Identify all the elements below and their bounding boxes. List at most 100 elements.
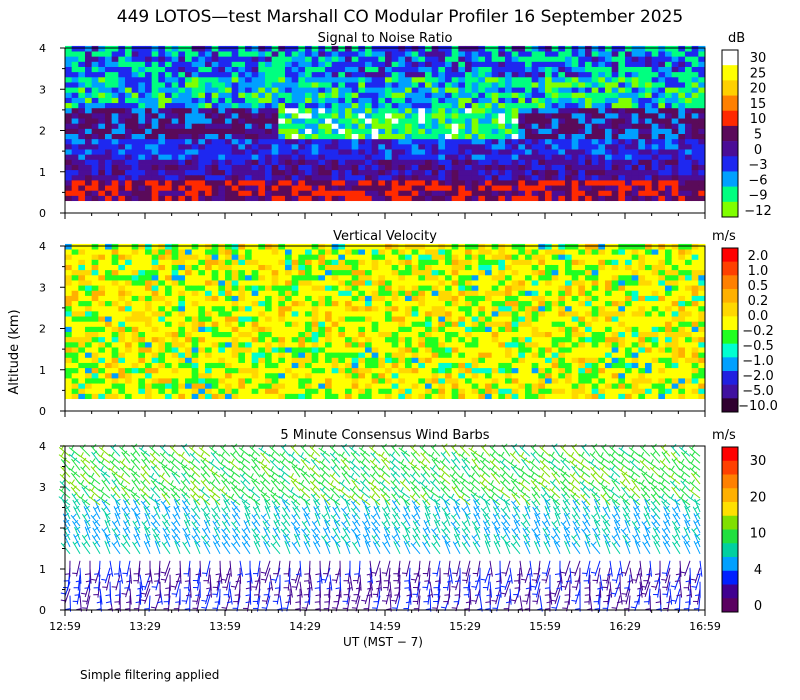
heatmap-cell [625, 118, 633, 124]
heatmap-cell [198, 295, 206, 302]
heatmap-cell [451, 169, 459, 176]
heatmap-cell [178, 118, 186, 124]
heatmap-cell [331, 87, 339, 93]
heatmap-cell [271, 316, 279, 322]
heatmap-cell [511, 310, 519, 317]
heatmap-cell [225, 259, 233, 265]
heatmap-cell [85, 259, 93, 265]
heatmap-cell [698, 102, 706, 109]
heatmap-cell [151, 269, 159, 276]
heatmap-cell [278, 102, 286, 109]
heatmap-cell [451, 174, 459, 181]
heatmap-cell [511, 51, 519, 57]
heatmap-cell [418, 71, 426, 78]
heatmap-cell [185, 300, 193, 307]
heatmap-cell [111, 82, 119, 88]
heatmap-cell [85, 367, 93, 374]
heatmap-cell [238, 66, 246, 73]
heatmap-cell [618, 143, 626, 150]
heatmap-cell [85, 190, 93, 196]
heatmap-cell [138, 76, 146, 83]
heatmap-cell [238, 149, 246, 155]
heatmap-cell [638, 185, 646, 191]
heatmap-cell [105, 269, 113, 276]
heatmap-cell [411, 352, 419, 358]
heatmap-cell [165, 102, 173, 109]
heatmap-cell [151, 102, 159, 109]
heatmap-cell [598, 45, 606, 52]
heatmap-cell [211, 393, 219, 400]
heatmap-cell [271, 326, 279, 332]
heatmap-cell [418, 290, 426, 296]
heatmap-cell [505, 357, 513, 363]
heatmap-cell [451, 71, 459, 78]
heatmap-cell [191, 274, 199, 281]
heatmap-cell [125, 367, 133, 374]
heatmap-cell [445, 190, 453, 196]
heatmap-cell [431, 352, 439, 358]
heatmap-cell [151, 169, 159, 176]
heatmap-cell [531, 169, 539, 176]
heatmap-cell [185, 295, 193, 302]
heatmap-cell [191, 82, 199, 88]
heatmap-cell [358, 362, 366, 369]
heatmap-cell [698, 56, 706, 62]
heatmap-cell [511, 254, 519, 260]
heatmap-cell [158, 310, 166, 317]
heatmap-cell [138, 285, 146, 291]
heatmap-cell [311, 61, 319, 67]
heatmap-cell [505, 341, 513, 348]
heatmap-cell [371, 123, 379, 129]
heatmap-cell [85, 107, 93, 114]
heatmap-cell [551, 45, 559, 52]
heatmap-cell [558, 154, 566, 160]
heatmap-cell [418, 133, 426, 140]
heatmap-cell [465, 133, 473, 140]
heatmap-cell [198, 92, 206, 98]
heatmap-cell [365, 249, 373, 255]
heatmap-cell [665, 76, 673, 83]
heatmap-cell [111, 45, 119, 52]
heatmap-cell [191, 66, 199, 73]
heatmap-cell [638, 195, 646, 202]
heatmap-cell [391, 352, 399, 358]
heatmap-cell [685, 174, 693, 181]
heatmap-cell [551, 138, 559, 145]
heatmap-cell [251, 112, 259, 119]
heatmap-cell [278, 185, 286, 191]
heatmap-cell [611, 76, 619, 83]
heatmap-cell [125, 285, 133, 291]
heatmap-cell [298, 316, 306, 322]
heatmap-cell [445, 243, 453, 250]
heatmap-cell [171, 326, 179, 332]
heatmap-cell [211, 56, 219, 62]
heatmap-cell [685, 164, 693, 171]
heatmap-cell [265, 259, 273, 265]
heatmap-cell [98, 128, 106, 134]
heatmap-cell [418, 56, 426, 62]
heatmap-cell [371, 269, 379, 276]
heatmap-cell [218, 274, 226, 281]
heatmap-cell [378, 378, 386, 384]
heatmap-cell [271, 347, 279, 353]
heatmap-cell [385, 310, 393, 317]
heatmap-cell [271, 300, 279, 307]
heatmap-cell [78, 133, 86, 140]
heatmap-cell [651, 195, 659, 202]
heatmap-cell [138, 159, 146, 165]
heatmap-cell [498, 378, 506, 384]
heatmap-cell [438, 174, 446, 181]
heatmap-cell [165, 169, 173, 176]
heatmap-cell [418, 372, 426, 379]
heatmap-cell [125, 149, 133, 155]
heatmap-cell [598, 87, 606, 93]
heatmap-cell [358, 388, 366, 394]
heatmap-cell [411, 112, 419, 119]
heatmap-cell [118, 185, 126, 191]
heatmap-cell [438, 61, 446, 67]
heatmap-cell [445, 388, 453, 394]
heatmap-cell [138, 66, 146, 73]
heatmap-cell [218, 164, 226, 171]
heatmap-cell [151, 56, 159, 62]
heatmap-cell [131, 388, 139, 394]
